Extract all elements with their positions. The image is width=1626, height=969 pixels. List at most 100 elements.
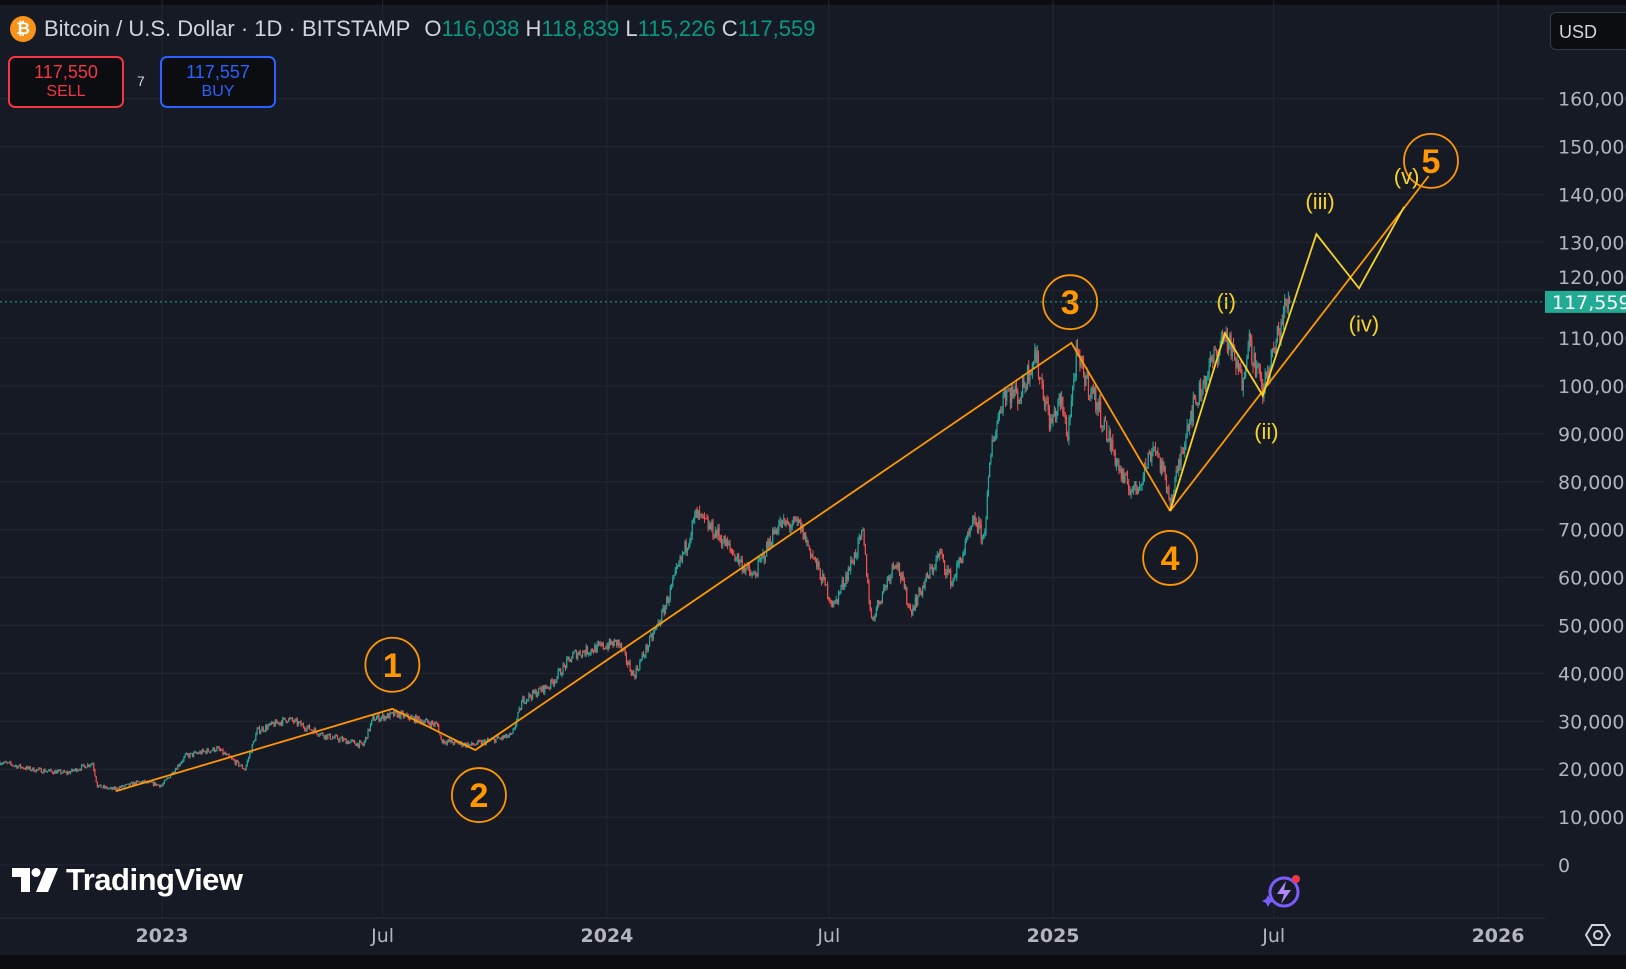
candle (859, 535, 862, 537)
candle (124, 784, 127, 786)
sell-button[interactable]: 117,550 SELL (8, 56, 124, 108)
price-axis: 0 10,000 20,000 30,000 40,000 50,000 60,000 70,… (0, 89, 1626, 877)
buy-button[interactable]: 117,557 BUY (160, 56, 276, 108)
wave-label-circle[interactable] (1403, 132, 1459, 189)
candle (545, 685, 547, 688)
candle (772, 529, 774, 546)
candle (853, 552, 855, 564)
candle (511, 733, 513, 735)
candle (497, 736, 500, 739)
wave-5-trend-line[interactable] (1169, 175, 1430, 512)
open-label: O (424, 16, 442, 41)
candle (1063, 413, 1065, 418)
candle (796, 519, 798, 522)
candle (940, 551, 942, 554)
candle (452, 742, 454, 745)
candle (1071, 385, 1074, 401)
candle (355, 743, 357, 746)
candle (599, 643, 601, 645)
subwave-line[interactable] (1169, 206, 1405, 512)
time-axis: 2023 Jul 2024 Jul 2025 Jul 2026 (136, 925, 1525, 947)
candle (1288, 298, 1291, 302)
candle (768, 539, 770, 548)
candle (981, 535, 983, 541)
candle (901, 573, 903, 580)
tradingview-logo[interactable]: TradingView (12, 862, 243, 898)
candle (600, 643, 602, 646)
candle (432, 721, 434, 724)
subwave-label[interactable]: (ii) (1254, 419, 1278, 444)
candle (785, 521, 787, 526)
candle (702, 514, 704, 516)
candle (56, 771, 58, 774)
wave-label-1[interactable]: 1 (383, 647, 402, 685)
candle (469, 744, 472, 746)
price-tick-label: 100,000 (1558, 376, 1626, 398)
subwave-label[interactable]: (iv) (1349, 312, 1380, 337)
candle (472, 742, 474, 745)
subwave-label[interactable]: (iii) (1305, 189, 1334, 214)
candle (664, 606, 667, 614)
candle (1158, 456, 1160, 458)
candle (304, 727, 306, 730)
candle (352, 740, 354, 742)
primary-wave-line[interactable] (115, 341, 1171, 793)
candle (633, 671, 635, 676)
candle (685, 541, 687, 552)
wave-label-4[interactable]: 4 (1161, 540, 1180, 578)
candle (752, 574, 754, 576)
candle (46, 771, 49, 773)
subwave-label[interactable]: (v) (1394, 164, 1420, 189)
candle (184, 754, 186, 757)
symbol-title[interactable]: Bitcoin / U.S. Dollar · 1D · BITSTAMP (44, 16, 411, 41)
candle (199, 751, 201, 754)
candle (77, 770, 79, 772)
candle (1180, 451, 1182, 465)
candle (1114, 452, 1116, 465)
candle (570, 658, 573, 662)
candle (987, 477, 990, 494)
candle (1287, 298, 1289, 310)
candle (761, 555, 763, 560)
grid (0, 0, 1545, 919)
candle (1150, 453, 1152, 462)
candle (723, 536, 725, 543)
candle (535, 690, 537, 697)
candle (1075, 346, 1077, 377)
candle (223, 752, 225, 755)
candle (41, 772, 44, 774)
wave-label-5[interactable]: 5 (1422, 143, 1441, 181)
candle (913, 607, 915, 611)
candle (524, 702, 526, 704)
lightning-icon[interactable] (1262, 873, 1304, 911)
wave-label-2[interactable]: 2 (469, 777, 488, 815)
candle (830, 600, 832, 604)
wave-label-circle[interactable] (1142, 530, 1199, 586)
candle (822, 573, 824, 584)
wave-label-circle[interactable] (1042, 274, 1099, 331)
candle (1095, 388, 1097, 411)
candle (496, 736, 498, 739)
candle (518, 708, 520, 713)
candle (65, 771, 67, 773)
wave-label-3[interactable]: 3 (1061, 284, 1080, 322)
candle (1247, 347, 1249, 358)
candle (873, 617, 875, 619)
candle (90, 763, 92, 766)
candle (24, 768, 27, 770)
settings-icon[interactable] (1585, 922, 1611, 948)
wave-label-circle[interactable] (451, 767, 507, 823)
window-top-strip (0, 0, 1626, 5)
candle (55, 770, 57, 774)
candle (76, 768, 78, 772)
candle (1237, 361, 1239, 372)
candle (417, 716, 419, 723)
candle (786, 521, 788, 523)
candle (603, 648, 606, 650)
candle (327, 735, 329, 739)
low-value: 115,226 (637, 16, 716, 41)
candle (144, 780, 146, 783)
currency-selector[interactable]: USD (1550, 12, 1626, 50)
wave-label-circle[interactable] (364, 636, 421, 693)
